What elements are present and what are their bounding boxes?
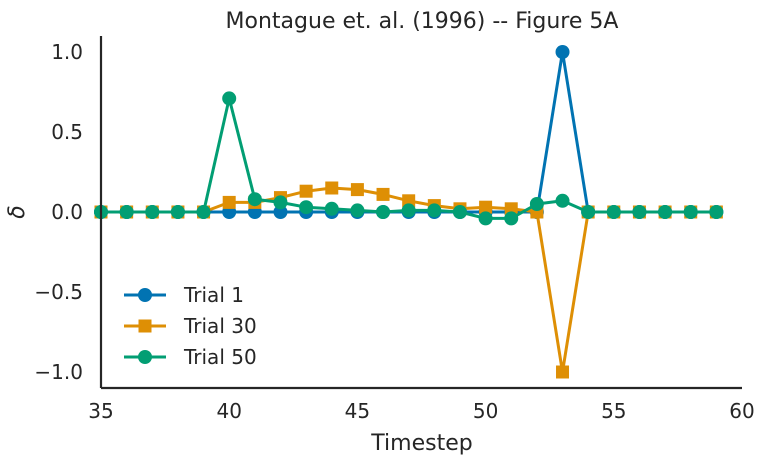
legend-label: Trial 30 xyxy=(183,314,257,338)
data-point xyxy=(658,205,673,219)
legend-marker xyxy=(138,319,152,333)
y-tick-label: 0.5 xyxy=(51,120,83,144)
legend-label: Trial 1 xyxy=(183,283,244,307)
data-point xyxy=(324,201,339,216)
data-point xyxy=(478,211,493,226)
x-tick-labels: 35 40 45 50 55 60 xyxy=(88,399,754,423)
data-point xyxy=(504,202,518,216)
x-tick-label: 50 xyxy=(473,399,498,423)
data-point xyxy=(350,203,365,218)
x-tick-label: 35 xyxy=(88,399,113,423)
data-point xyxy=(606,205,621,219)
data-point xyxy=(555,45,570,59)
x-tick-label: 45 xyxy=(345,399,370,423)
x-tick-label: 55 xyxy=(601,399,626,423)
series-line-1 xyxy=(101,50,717,214)
y-axis-label: δ xyxy=(5,205,30,218)
data-point xyxy=(555,193,570,208)
legend-label: Trial 50 xyxy=(183,345,257,369)
data-point xyxy=(325,181,339,195)
data-point xyxy=(299,200,314,215)
data-point xyxy=(196,205,211,219)
data-point xyxy=(273,195,288,210)
data-point xyxy=(402,194,416,208)
x-axis-label: Timestep xyxy=(370,431,472,456)
y-tick-label: −1.0 xyxy=(34,360,83,384)
data-point xyxy=(247,192,262,207)
x-tick-label: 40 xyxy=(216,399,241,423)
data-point xyxy=(504,211,519,226)
data-point xyxy=(376,205,391,219)
data-point xyxy=(427,203,442,218)
data-point xyxy=(170,205,185,219)
data-point xyxy=(529,197,544,211)
data-point xyxy=(632,205,647,219)
data-point xyxy=(273,205,288,219)
data-point xyxy=(119,205,134,219)
legend: Trial 1 Trial 30 Trial 50 xyxy=(124,283,257,369)
y-tick-label: 1.0 xyxy=(51,40,83,64)
chart-title: Montague et. al. (1996) -- Figure 5A xyxy=(226,9,619,34)
data-point xyxy=(401,203,416,218)
x-tick-label: 60 xyxy=(729,399,754,423)
data-point xyxy=(145,205,160,219)
data-point xyxy=(222,195,236,209)
data-point xyxy=(683,205,698,219)
y-tick-labels: −1.0 −0.5 0.0 0.5 1.0 xyxy=(34,40,83,384)
legend-marker xyxy=(138,288,152,302)
data-point xyxy=(556,365,570,379)
data-point xyxy=(376,187,390,201)
data-point xyxy=(709,205,724,219)
data-point xyxy=(222,91,237,106)
y-tick-label: −0.5 xyxy=(34,280,83,304)
legend-marker xyxy=(138,350,152,364)
data-point xyxy=(299,184,313,198)
data-point xyxy=(479,200,493,214)
data-point xyxy=(350,183,364,197)
data-point xyxy=(452,205,467,219)
y-tick-label: 0.0 xyxy=(51,200,83,224)
plot-area xyxy=(94,45,724,379)
data-point xyxy=(581,205,596,219)
